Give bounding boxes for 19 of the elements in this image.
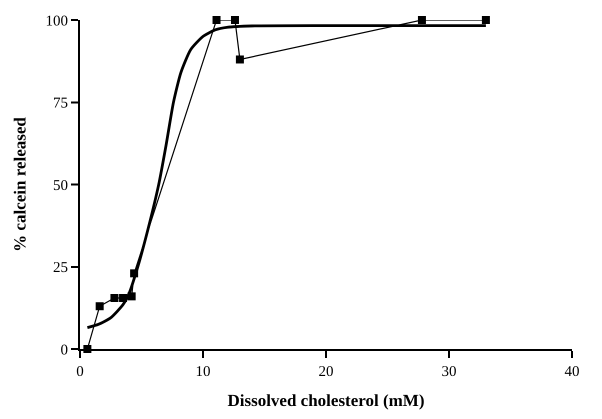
x-axis-title: Dissolved cholesterol (mM) — [227, 390, 425, 410]
x-tick-label: 20 — [318, 364, 334, 380]
point — [482, 16, 490, 24]
y-tick-label: 25 — [53, 260, 68, 276]
point — [418, 16, 426, 24]
y-axis-title: % calcein released — [10, 116, 30, 252]
point — [96, 302, 104, 310]
x-tick-label: 10 — [196, 364, 210, 380]
point — [212, 16, 221, 24]
x-tick-label: 0 — [76, 364, 84, 380]
y-tick-label: 100 — [46, 13, 68, 30]
y-tick-label: 50 — [53, 178, 68, 194]
y-tick-label: 75 — [53, 96, 68, 112]
point — [230, 16, 239, 24]
y-tick-label: 0 — [60, 342, 68, 358]
x-tick-label: 40 — [564, 364, 580, 380]
point — [236, 55, 244, 64]
x-tick-label: 30 — [442, 364, 456, 380]
point — [110, 294, 118, 302]
